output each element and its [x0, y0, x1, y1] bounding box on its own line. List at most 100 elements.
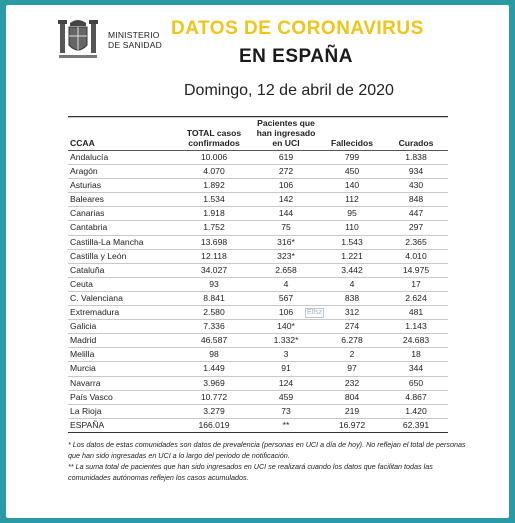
cell-ccaa: País Vasco: [68, 390, 176, 405]
cell-ccaa: Asturias: [68, 178, 176, 194]
cell-curados: 934: [384, 164, 448, 180]
cell-fallecidos: 838: [320, 291, 384, 307]
cell-ccaa: Cantabria: [68, 220, 176, 236]
cell-uci: 75: [252, 220, 320, 236]
table-row: Baleares 1.534 142 112 848: [68, 192, 448, 208]
cell-curados: 4.867: [384, 390, 448, 405]
cell-curados: 447: [384, 206, 448, 222]
header-uci-line-3: en UCI: [272, 138, 300, 148]
cell-total: 1.534: [176, 192, 252, 208]
table-row: Aragón 4.070 272 450 934: [68, 164, 448, 180]
cell-total: 4.070: [176, 164, 252, 180]
cell-total: 2.580: [176, 305, 252, 321]
footnote-1: * Los datos de estas comunidades son dat…: [68, 440, 466, 460]
cell-total: 3.279: [176, 404, 252, 419]
cell-ccaa: Melilla: [68, 347, 176, 363]
cell-ccaa: Murcia: [68, 361, 176, 377]
cell-fallecidos: 2: [320, 347, 384, 363]
cell-total: 3.969: [176, 376, 252, 391]
cell-curados: 2.365: [384, 235, 448, 250]
cell-uci: 106: [252, 178, 320, 194]
cell-fallecidos: 450: [320, 164, 384, 180]
cell-curados: 18: [384, 347, 448, 363]
cell-ccaa: Castilla-La Mancha: [68, 235, 176, 250]
header-uci: Pacientes que han ingresado en UCI: [252, 117, 320, 151]
table-row: C. Valenciana 8.841 567 838 2.624: [68, 291, 448, 307]
report-date: Domingo, 12 de abril de 2020: [184, 82, 394, 99]
watermark: Elfsz: [305, 308, 325, 318]
cell-curados: 848: [384, 192, 448, 208]
cell-uci: 144: [252, 206, 320, 222]
cell-uci: 124: [252, 376, 320, 391]
table-row: Murcia 1.449 91 97 344: [68, 361, 448, 377]
header-total-line-2: confirmados: [188, 138, 240, 148]
cell-total: 98: [176, 347, 252, 363]
cell-curados: 17: [384, 277, 448, 292]
cell-curados: 2.624: [384, 291, 448, 307]
total-ccaa: ESPAÑA: [68, 417, 176, 433]
cell-uci: 272: [252, 164, 320, 180]
title-line-1: DATOS DE CORONAVIRUS: [171, 18, 424, 39]
cell-curados: 430: [384, 178, 448, 194]
cell-fallecidos: 112: [320, 192, 384, 208]
header-total: TOTAL casos confirmados: [176, 117, 252, 151]
cell-fallecidos: 1.221: [320, 249, 384, 264]
cell-uci: 73: [252, 404, 320, 419]
table-row: Navarra 3.969 124 232 650: [68, 376, 448, 391]
cell-curados: 14.975: [384, 263, 448, 278]
cell-total: 12.118: [176, 249, 252, 264]
cell-ccaa: Extremadura: [68, 305, 176, 321]
ministry-line-2: DE SANIDAD: [108, 40, 162, 50]
cell-total: 1.449: [176, 361, 252, 377]
cell-fallecidos: 97: [320, 361, 384, 377]
cell-curados: 1.143: [384, 319, 448, 335]
cell-uci: 619: [252, 150, 320, 166]
footnote-2: ** La suma total de pacientes que han si…: [68, 462, 433, 482]
covid-data-table: CCAA TOTAL casos confirmados Pacientes q…: [68, 116, 448, 433]
cell-uci: 91: [252, 361, 320, 377]
header-fallecidos: Fallecidos: [320, 117, 384, 151]
cell-ccaa: Galicia: [68, 319, 176, 335]
cell-uci: 2.658: [252, 263, 320, 278]
table-row: La Rioja 3.279 73 219 1.420: [68, 404, 448, 419]
cell-ccaa: Canarias: [68, 206, 176, 222]
table-row: Extremadura 2.580 106 312 481: [68, 305, 448, 321]
cell-total: 7.336: [176, 319, 252, 335]
cell-uci: 106: [252, 305, 320, 321]
cell-curados: 650: [384, 376, 448, 391]
coat-of-arms-icon: [58, 20, 98, 58]
document-card: MINISTERIO DE SANIDAD DATOS DE CORONAVIR…: [6, 5, 509, 518]
cell-ccaa: Madrid: [68, 333, 176, 349]
cell-fallecidos: 110: [320, 220, 384, 236]
table-row: Madrid 46.587 1.332* 6.278 24.683: [68, 333, 448, 349]
table-header-row: CCAA TOTAL casos confirmados Pacientes q…: [68, 117, 448, 151]
cell-fallecidos: 804: [320, 390, 384, 405]
cell-fallecidos: 232: [320, 376, 384, 391]
cell-total: 46.587: [176, 333, 252, 349]
cell-uci: 140*: [252, 319, 320, 335]
cell-uci: 3: [252, 347, 320, 363]
cell-uci: 4: [252, 277, 320, 292]
table-row: Ceuta 93 4 4 17: [68, 277, 448, 292]
table-row: Melilla 98 3 2 18: [68, 347, 448, 363]
cell-fallecidos: 312: [320, 305, 384, 321]
cell-total: 1.752: [176, 220, 252, 236]
total-row: ESPAÑA 166.019 ** 16.972 62.391: [68, 417, 448, 433]
cell-ccaa: La Rioja: [68, 404, 176, 419]
table-row: Asturias 1.892 106 140 430: [68, 178, 448, 194]
table-row: Galicia 7.336 140* 274 1.143: [68, 319, 448, 335]
cell-fallecidos: 95: [320, 206, 384, 222]
cell-fallecidos: 1.543: [320, 235, 384, 250]
cell-fallecidos: 3.442: [320, 263, 384, 278]
cell-fallecidos: 274: [320, 319, 384, 335]
table-row: Castilla y León 12.118 323* 1.221 4.010: [68, 249, 448, 264]
ministry-logo: MINISTERIO DE SANIDAD: [56, 17, 186, 65]
table-body: Andalucía 10.006 619 799 1.838 Aragón 4.070 272…: [68, 150, 448, 419]
cell-total: 10.772: [176, 390, 252, 405]
ministry-line-1: MINISTERIO: [108, 30, 160, 40]
table-row: Cantabria 1.752 75 110 297: [68, 220, 448, 236]
cell-fallecidos: 6.278: [320, 333, 384, 349]
footnotes: * Los datos de estas comunidades son dat…: [68, 439, 470, 483]
header-uci-line-2: han ingresado: [256, 128, 316, 138]
total-confirmados: 166.019: [176, 417, 252, 433]
